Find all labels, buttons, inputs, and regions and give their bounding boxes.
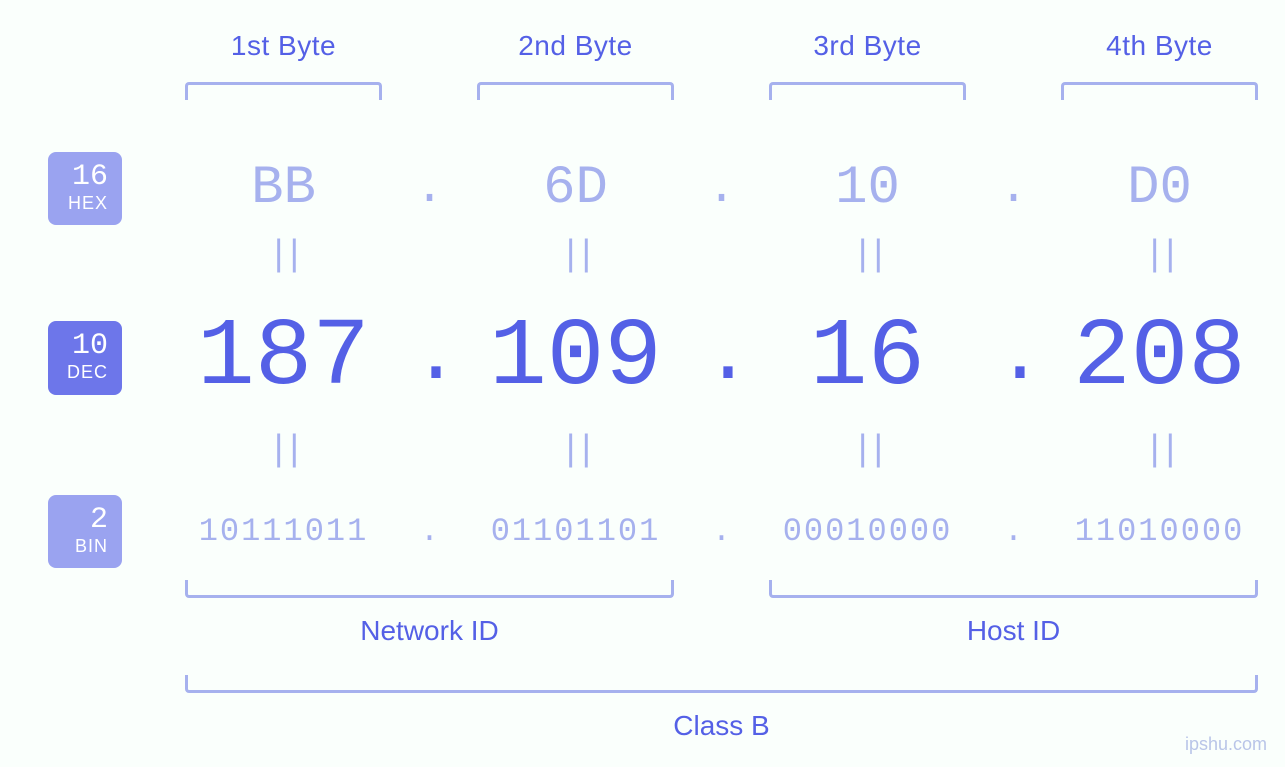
radix-badge-dec-num: 10: [62, 331, 108, 361]
eq-2-4: ||: [1144, 430, 1175, 471]
dec-row: 10 DEC 187 . 109 . 16 . 208: [0, 310, 1285, 406]
class-bracket-row: [0, 675, 1285, 693]
bin-byte-4: 11010000: [1075, 513, 1245, 550]
radix-badge-bin-num: 2: [62, 505, 108, 535]
radix-badge-bin: 2 BIN: [48, 495, 122, 568]
network-id-label: Network ID: [360, 615, 498, 646]
bracket-top-4: [1061, 82, 1258, 100]
hex-dot-3: .: [999, 162, 1028, 216]
bin-dot-3: .: [1004, 513, 1023, 550]
byte-headers: 1st Byte 2nd Byte 3rd Byte 4th Byte: [0, 30, 1285, 62]
eq-1-4: ||: [1144, 235, 1175, 276]
byte-header-1: 1st Byte: [231, 30, 336, 61]
bracket-host: [769, 580, 1258, 598]
netid-brackets: [0, 580, 1285, 598]
hex-byte-3: 10: [835, 158, 900, 219]
hex-byte-1: BB: [251, 158, 316, 219]
radix-badge-dec-label: DEC: [62, 361, 108, 384]
eq-1-3: ||: [852, 235, 883, 276]
bracket-class: [185, 675, 1258, 693]
bin-dot-2: .: [712, 513, 731, 550]
bracket-top-1: [185, 82, 382, 100]
byte-brackets-top: [0, 82, 1285, 100]
hex-dot-1: .: [415, 162, 444, 216]
eq-1-2: ||: [560, 235, 591, 276]
dec-byte-4: 208: [1073, 303, 1246, 412]
bracket-top-3: [769, 82, 966, 100]
radix-badge-bin-label: BIN: [62, 535, 108, 558]
bin-byte-1: 10111011: [199, 513, 369, 550]
bin-byte-3: 00010000: [783, 513, 953, 550]
radix-badge-hex-num: 16: [62, 162, 108, 192]
bin-dot-1: .: [420, 513, 439, 550]
equals-row-1: || || || ||: [0, 235, 1285, 276]
bracket-top-2: [477, 82, 674, 100]
eq-2-3: ||: [852, 430, 883, 471]
hex-byte-2: 6D: [543, 158, 608, 219]
equals-row-2: || || || ||: [0, 430, 1285, 471]
byte-header-4: 4th Byte: [1106, 30, 1213, 61]
bracket-network: [185, 580, 674, 598]
class-label: Class B: [673, 710, 769, 741]
radix-badge-hex-label: HEX: [62, 192, 108, 215]
hex-byte-4: D0: [1127, 158, 1192, 219]
bin-row: 2 BIN 10111011 . 01101101 . 00010000 . 1…: [0, 495, 1285, 568]
host-id-label: Host ID: [967, 615, 1060, 646]
eq-1-1: ||: [268, 235, 299, 276]
radix-badge-hex: 16 HEX: [48, 152, 122, 225]
eq-2-1: ||: [268, 430, 299, 471]
radix-badge-dec: 10 DEC: [48, 321, 122, 394]
netid-labels: Network ID Host ID: [0, 615, 1285, 647]
hex-row: 16 HEX BB . 6D . 10 . D0: [0, 152, 1285, 225]
watermark: ipshu.com: [1185, 734, 1267, 755]
class-row: Class B: [0, 710, 1285, 742]
dec-byte-3: 16: [810, 303, 925, 412]
byte-header-3: 3rd Byte: [813, 30, 921, 61]
dec-byte-2: 109: [489, 303, 662, 412]
eq-2-2: ||: [560, 430, 591, 471]
dec-byte-1: 187: [197, 303, 370, 412]
byte-header-2: 2nd Byte: [518, 30, 633, 61]
hex-dot-2: .: [707, 162, 736, 216]
bin-byte-2: 01101101: [491, 513, 661, 550]
